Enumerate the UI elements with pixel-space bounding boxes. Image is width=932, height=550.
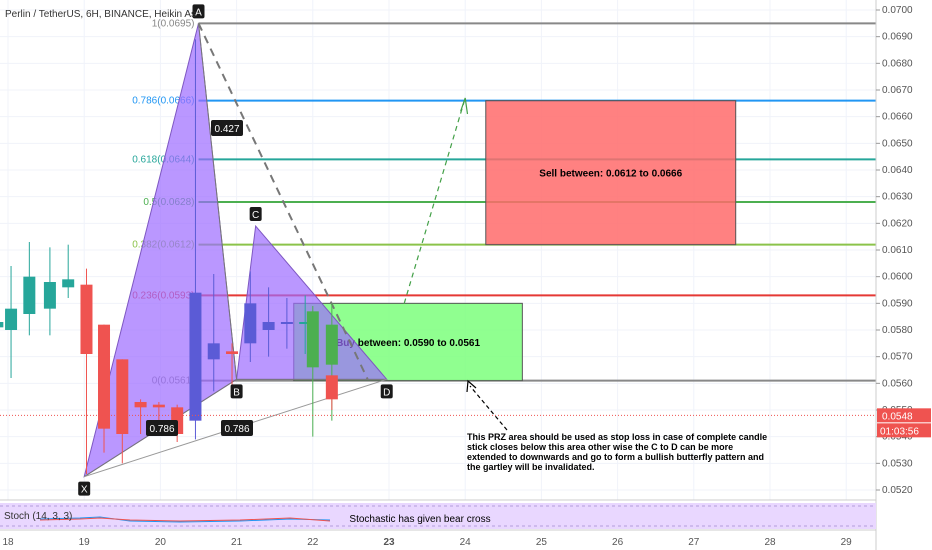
stochastic-panel: Stoch (14, 3, 3) Stochastic has given bea…	[0, 499, 876, 529]
annotation-line: the gartley will be invalidated.	[467, 462, 595, 472]
stochastic-note: Stochastic has given bear cross	[349, 514, 490, 525]
projection-arrow-head	[460, 97, 469, 115]
point-label-c: C	[252, 210, 259, 221]
point-label-c-box	[249, 207, 262, 221]
candle-body	[306, 311, 319, 368]
y-tick-label: 0.0630	[882, 192, 913, 203]
buy-zone-label: Buy between: 0.0590 to 0.0561	[336, 338, 480, 349]
ratio-bd: 0.786	[224, 424, 249, 435]
candle-body	[325, 324, 338, 365]
annotation-line: extended to downwards and go to form a b…	[467, 452, 764, 462]
x-axis: 18 19 20 21 22 23 24 25 26 27 28 29	[0, 529, 876, 548]
sell-zone	[485, 100, 737, 246]
y-tick-label: 0.0580	[882, 325, 913, 336]
point-label-b: B	[233, 387, 240, 398]
point-label-a: A	[195, 7, 202, 18]
fib-level-label: 0.786(0.0666)	[132, 96, 194, 107]
candle-body	[262, 322, 275, 330]
y-tick-label: 0.0650	[882, 138, 913, 149]
annotation-arrow	[469, 385, 508, 431]
point-label-x-box	[78, 481, 91, 496]
candle-body	[5, 308, 18, 330]
point-label-d-box	[380, 384, 393, 399]
y-tick-label: 0.0670	[882, 85, 913, 96]
point-label-d: D	[383, 387, 390, 398]
y-tick-label: 0.0520	[882, 485, 913, 496]
y-tick-label: 0.0660	[882, 112, 913, 123]
candle-body	[98, 324, 111, 429]
ad-dashed-line	[197, 22, 369, 380]
y-axis: 0.05200.05300.05400.05500.05600.05700.05…	[875, 0, 932, 550]
ratio-xb: 0.786	[149, 424, 174, 435]
y-tick-label: 0.0690	[882, 32, 913, 43]
y-tick-label: 0.0590	[882, 298, 913, 309]
x-tick-label: 24	[460, 537, 472, 548]
x-tick-label: 29	[841, 537, 853, 548]
point-label-a-box	[192, 4, 205, 19]
chart-title: Perlin / TetherUS, 6H, BINANCE, Heikin A…	[5, 9, 196, 20]
ab-line	[198, 23, 238, 380]
x-tick-label: 26	[612, 537, 624, 548]
annotation-line: stick closes below this area other wise …	[467, 442, 733, 452]
stochastic-label: Stoch (14, 3, 3)	[4, 511, 72, 522]
candle-body	[189, 292, 202, 421]
x-tick-label: 22	[307, 537, 319, 548]
x-tick-label: 25	[536, 537, 548, 548]
candle-body	[134, 402, 147, 408]
candle-body	[207, 343, 220, 360]
sell-zone-label: Sell between: 0.0612 to 0.0666	[539, 169, 682, 180]
y-tick-label: 0.0600	[882, 272, 913, 283]
candle-body	[23, 276, 36, 314]
y-tick-label: 0.0570	[882, 352, 913, 363]
x-tick-label: 18	[2, 537, 14, 548]
annotation-arrow-head	[466, 379, 477, 393]
y-tick-label: 0.0700	[882, 5, 913, 16]
point-label-x: X	[81, 485, 88, 496]
ratio-ab: 0.427	[214, 124, 239, 135]
candle-body	[244, 303, 257, 344]
last-price-label: 0.0548	[882, 411, 913, 422]
candle-body	[280, 322, 293, 324]
fib-level-label: 0.618(0.0644)	[132, 154, 194, 165]
last-price-tag	[877, 408, 931, 423]
y-tick-label: 0.0640	[882, 165, 913, 176]
x-tick-label: 19	[79, 537, 91, 548]
candle-body	[325, 375, 338, 400]
fib-level-label: 1(0.0695)	[152, 18, 195, 29]
x-tick-label: 20	[155, 537, 167, 548]
candle-body	[299, 322, 312, 324]
countdown-label: 01:03:56	[880, 426, 919, 437]
y-tick-label: 0.0560	[882, 378, 913, 389]
y-axis-background	[876, 0, 932, 550]
zones: Sell between: 0.0612 to 0.0666 Buy betwee…	[293, 100, 737, 382]
countdown-tag	[877, 423, 931, 438]
annotation-line: This PRZ area should be used as stop los…	[467, 432, 767, 442]
stochastic-d-line	[39, 517, 331, 522]
x-tick-label: 21	[231, 537, 243, 548]
candle-body	[152, 404, 165, 408]
y-tick-label: 0.0620	[882, 218, 913, 229]
point-label-b-box	[230, 384, 243, 399]
x-tick-label: 28	[764, 537, 776, 548]
y-tick-label: 0.0610	[882, 245, 913, 256]
candle-body	[43, 282, 56, 309]
ratio-ab-box	[211, 120, 243, 136]
ratio-xb-box	[146, 420, 178, 436]
candle-body	[62, 279, 75, 288]
overlay: X A B C D 0.427 0.786 0.786 This PRZ area should…	[0, 4, 876, 496]
candle-body	[226, 351, 239, 354]
x-tick-label: 23	[383, 537, 395, 548]
candle-body	[0, 322, 4, 328]
candle-body	[116, 359, 129, 434]
stochastic-k-line	[39, 516, 331, 523]
y-tick-label: 0.0680	[882, 58, 913, 69]
y-tick-label: 0.0530	[882, 458, 913, 469]
ratio-bd-box	[221, 420, 253, 436]
x-tick-label: 27	[688, 537, 700, 548]
candle-body	[80, 284, 93, 354]
stochastic-band	[0, 503, 876, 529]
